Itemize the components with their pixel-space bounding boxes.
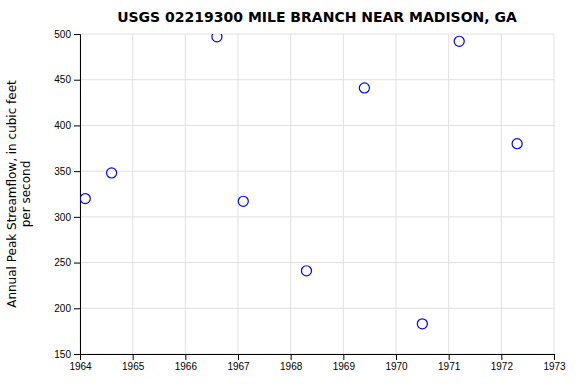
title: USGS 02219300 MILE BRANCH NEAR MADISON, … bbox=[117, 9, 517, 25]
point bbox=[301, 266, 311, 276]
x-tick: 1965 bbox=[122, 354, 145, 372]
x-tick-label: 1973 bbox=[543, 361, 566, 372]
x-tick-mark bbox=[133, 354, 134, 360]
y-tick-label: 350 bbox=[54, 166, 71, 177]
y-tick: 450 bbox=[54, 74, 80, 85]
point bbox=[212, 34, 222, 42]
point bbox=[454, 36, 464, 46]
x-tick-mark bbox=[554, 354, 555, 360]
x-tick: 1971 bbox=[438, 354, 461, 372]
grid-line-y bbox=[80, 34, 554, 35]
grid-line-y bbox=[80, 125, 554, 126]
x-tick: 1966 bbox=[175, 354, 198, 372]
grid-line-y bbox=[80, 262, 554, 263]
x-tick-label: 1967 bbox=[227, 361, 250, 372]
x-tick-label: 1971 bbox=[438, 361, 461, 372]
grid bbox=[80, 34, 554, 354]
y-axis-title: Annual Peak Streamflow, in cubic feetper… bbox=[5, 80, 33, 308]
x-tick: 1964 bbox=[69, 354, 92, 372]
point bbox=[238, 196, 248, 206]
y-axis: 150 200 250 300 350 400 450 500 bbox=[54, 29, 80, 360]
grid-line-y bbox=[80, 171, 554, 172]
grid-line-x bbox=[290, 34, 291, 354]
y-tick: 200 bbox=[54, 303, 80, 314]
point bbox=[417, 319, 427, 329]
y-tick: 500 bbox=[54, 29, 80, 40]
x-tick: 1968 bbox=[280, 354, 303, 372]
point bbox=[107, 168, 117, 178]
x-tick: 1973 bbox=[543, 354, 566, 372]
grid-line-x bbox=[501, 34, 502, 354]
y-tick: 350 bbox=[54, 166, 80, 177]
x-tick-mark bbox=[396, 354, 397, 360]
y-tick-label: 300 bbox=[54, 212, 71, 223]
x-tick-mark bbox=[501, 354, 502, 360]
grid-line-x bbox=[185, 34, 186, 354]
x-tick: 1967 bbox=[227, 354, 250, 372]
grid-line-y bbox=[80, 216, 554, 217]
grid-line-x bbox=[396, 34, 397, 354]
point bbox=[512, 139, 522, 149]
grid-line-y bbox=[80, 308, 554, 309]
grid-line-x bbox=[132, 34, 133, 354]
y-tick-mark bbox=[74, 308, 80, 309]
plot-area bbox=[80, 34, 522, 329]
x-tick-mark bbox=[185, 354, 186, 360]
x-axis: 1964 1965 1966 1967 1968 1969 1970 1971 1972 1973 bbox=[69, 354, 566, 372]
x-tick: 1970 bbox=[385, 354, 408, 372]
x-tick-label: 1968 bbox=[280, 361, 303, 372]
y-tick-label: 500 bbox=[54, 29, 71, 40]
y-tick-mark bbox=[74, 34, 80, 35]
y-tick: 400 bbox=[54, 120, 80, 131]
point bbox=[80, 194, 90, 204]
x-tick: 1969 bbox=[333, 354, 356, 372]
x-tick-label: 1966 bbox=[175, 361, 198, 372]
grid-line-x bbox=[238, 34, 239, 354]
y-tick-mark bbox=[74, 263, 80, 264]
y-tick-mark bbox=[74, 80, 80, 81]
x-tick-label: 1969 bbox=[333, 361, 356, 372]
x-tick-mark bbox=[343, 354, 344, 360]
x-tick-label: 1970 bbox=[385, 361, 408, 372]
y-tick: 150 bbox=[54, 349, 80, 360]
y-tick: 300 bbox=[54, 212, 80, 223]
x-tick-mark bbox=[291, 354, 292, 360]
y-tick-label: 450 bbox=[54, 74, 71, 85]
y-axis-line bbox=[74, 35, 81, 355]
y-tick-mark bbox=[74, 125, 80, 126]
y-tick-mark bbox=[74, 354, 80, 355]
y-tick-mark bbox=[74, 217, 80, 218]
grid-line-x bbox=[554, 34, 555, 354]
grid-line-x bbox=[448, 34, 449, 354]
y-axis-title-line: per second bbox=[19, 161, 33, 228]
x-tick-label: 1972 bbox=[491, 361, 514, 372]
y-tick-label: 400 bbox=[54, 120, 71, 131]
y-axis-title-line: Annual Peak Streamflow, in cubic feet bbox=[5, 80, 19, 308]
x-axis-line bbox=[81, 355, 555, 361]
y-tick-label: 250 bbox=[54, 257, 71, 268]
y-tick: 250 bbox=[54, 257, 80, 268]
x-tick-label: 1964 bbox=[69, 361, 92, 372]
y-tick-mark bbox=[74, 171, 80, 172]
grid-line-y bbox=[80, 79, 554, 80]
x-tick: 1972 bbox=[491, 354, 514, 372]
chart: 1964 1965 1966 1967 1968 1969 1970 1971 1972 1973… bbox=[0, 0, 576, 384]
y-tick-label: 150 bbox=[54, 349, 71, 360]
y-tick-label: 200 bbox=[54, 303, 71, 314]
x-tick-mark bbox=[449, 354, 450, 360]
point bbox=[359, 83, 369, 93]
x-tick-label: 1965 bbox=[122, 361, 145, 372]
grid-line-x bbox=[343, 34, 344, 354]
x-tick-mark bbox=[238, 354, 239, 360]
